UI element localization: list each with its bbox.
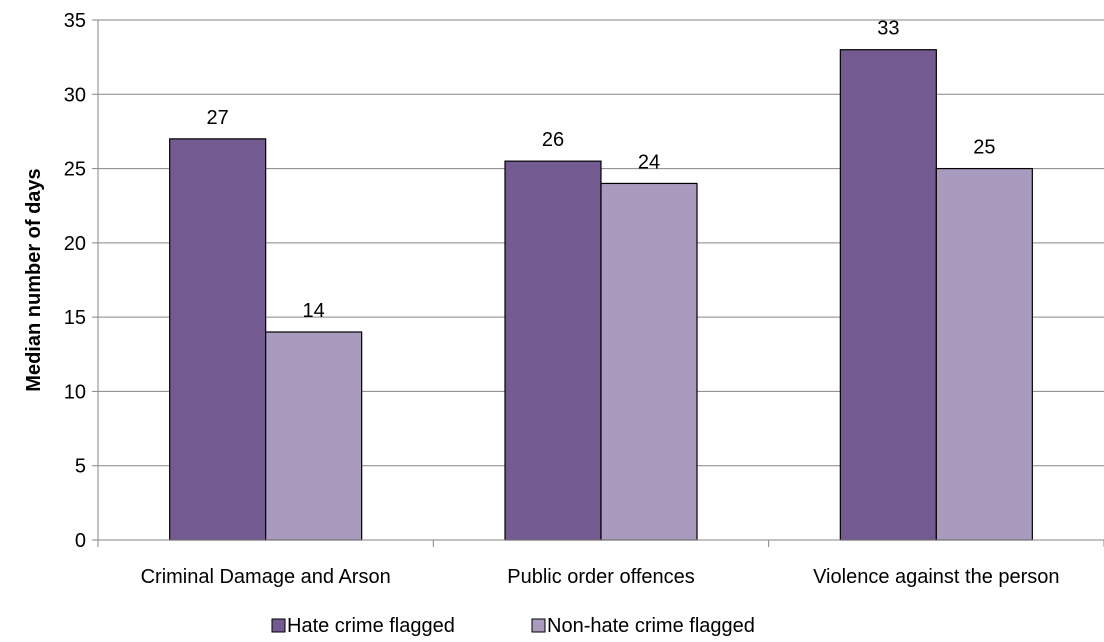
legend-label: Non-hate crime flagged — [547, 615, 755, 637]
legend-swatch-hate-crime — [271, 618, 286, 633]
legend: Hate crime flagged Non-hate crime flagged — [271, 615, 755, 637]
data-label: 26 — [542, 129, 564, 151]
axes — [92, 19, 1104, 547]
data-label: 27 — [207, 107, 229, 129]
legend-label: Hate crime flagged — [287, 615, 455, 637]
data-label: 14 — [303, 300, 325, 322]
data-label: 33 — [877, 18, 899, 40]
data-label: 24 — [638, 151, 660, 173]
bar-non-hate-crime — [265, 331, 363, 541]
y-tick-label: 0 — [75, 530, 86, 552]
bar-non-hate-crime — [600, 182, 698, 541]
y-tick-label: 30 — [64, 84, 86, 106]
x-category-label: Public order offences — [507, 566, 695, 588]
legend-swatch-non-hate-crime — [531, 618, 546, 633]
x-category-label: Criminal Damage and Arson — [141, 566, 391, 588]
y-tick-label: 5 — [75, 456, 86, 478]
x-category-label: Violence against the person — [813, 566, 1059, 588]
bar-non-hate-crime — [935, 167, 1033, 541]
bar-hate-crime — [839, 49, 937, 541]
data-label: 25 — [973, 137, 995, 159]
bar-hate-crime — [504, 160, 602, 541]
y-tick-label: 20 — [64, 233, 86, 255]
bar-hate-crime — [169, 138, 267, 541]
bars — [169, 49, 1033, 541]
y-tick-label: 35 — [64, 10, 86, 32]
y-axis-title: Median number of days — [23, 168, 45, 391]
y-tick-label: 10 — [64, 381, 86, 403]
labels: 0 5 10 15 20 25 30 35 27 14 Criminal Damage and Ar… — [23, 10, 1060, 588]
y-tick-label: 25 — [64, 159, 86, 181]
y-tick-label: 15 — [64, 307, 86, 329]
